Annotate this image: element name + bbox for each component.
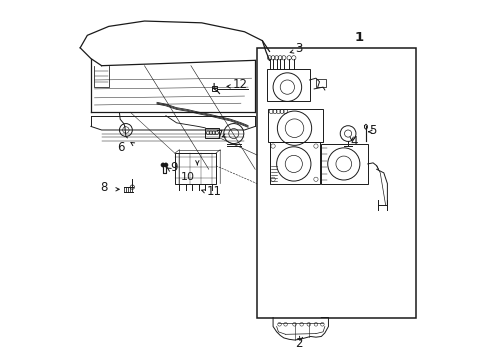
Text: 2: 2 bbox=[295, 337, 302, 350]
Text: 10: 10 bbox=[181, 172, 195, 182]
Bar bbox=[211, 86, 217, 91]
Text: 6: 6 bbox=[117, 141, 124, 154]
Bar bbox=[267, 109, 323, 143]
Text: 3: 3 bbox=[295, 42, 303, 55]
Text: 8: 8 bbox=[100, 181, 107, 194]
Bar bbox=[257, 48, 415, 318]
Text: 9: 9 bbox=[170, 161, 177, 175]
Text: 5: 5 bbox=[369, 123, 376, 136]
Text: 12: 12 bbox=[233, 78, 247, 91]
Bar bbox=[266, 69, 309, 102]
Text: 7: 7 bbox=[216, 129, 223, 142]
Text: 11: 11 bbox=[206, 185, 222, 198]
Circle shape bbox=[161, 163, 165, 167]
Bar bbox=[315, 79, 325, 87]
Circle shape bbox=[163, 163, 168, 167]
Bar bbox=[321, 144, 367, 184]
Bar bbox=[270, 143, 319, 184]
Text: 4: 4 bbox=[349, 135, 357, 148]
Text: 1: 1 bbox=[354, 31, 363, 44]
Bar bbox=[205, 128, 219, 138]
Bar bbox=[175, 153, 216, 184]
